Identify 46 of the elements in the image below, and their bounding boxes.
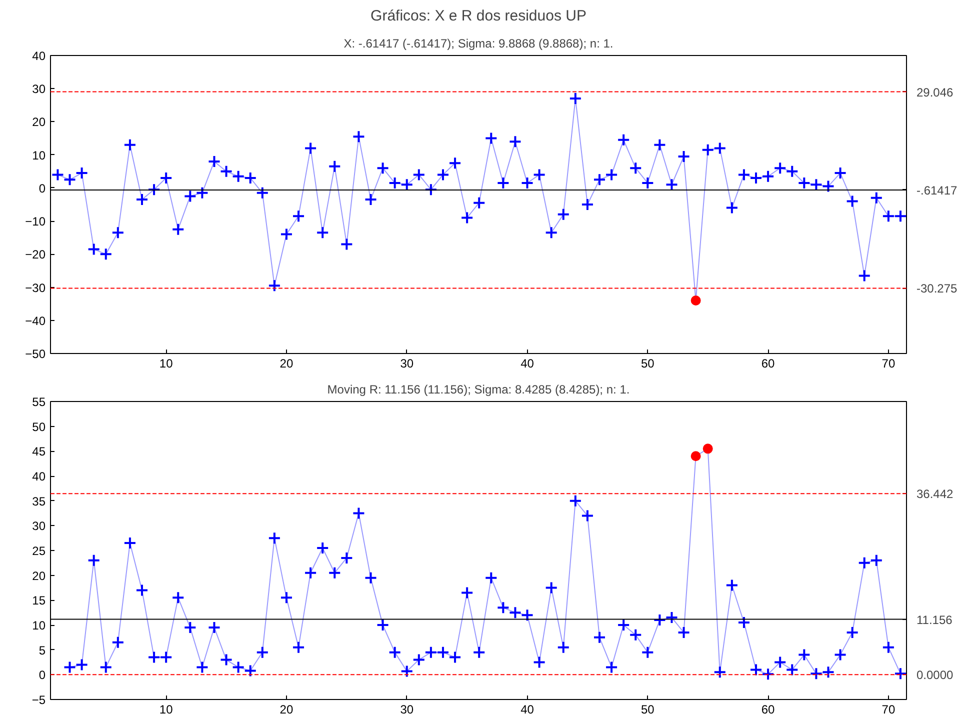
- y-tick-label: 35: [32, 494, 46, 508]
- x-tick-label: 50: [640, 356, 655, 370]
- x-tick-label: 40: [520, 356, 534, 370]
- y-tick-label: 45: [32, 444, 46, 459]
- ref-line-label: 0.0000: [916, 668, 954, 682]
- y-tick-label: 30: [32, 519, 46, 534]
- y-tick-label: 25: [32, 544, 46, 558]
- x-tick-label: 20: [280, 702, 294, 716]
- x-tick-label: 70: [882, 702, 896, 716]
- y-tick-label: −50: [25, 347, 46, 361]
- ref-line-label: 36.442: [916, 487, 954, 502]
- y-tick-label: 5: [38, 643, 46, 658]
- y-tick-label: 10: [32, 618, 46, 632]
- x-tick-label: 10: [159, 356, 174, 370]
- y-tick-label: −30: [25, 280, 46, 295]
- y-tick-label: −5: [32, 693, 46, 707]
- ref-line-label: 11.156: [916, 612, 953, 627]
- ref-line-label: -.61417: [916, 183, 958, 198]
- y-tick-label: 40: [32, 49, 46, 63]
- y-tick-label: 20: [32, 568, 46, 583]
- y-tick-label: 55: [32, 395, 46, 409]
- x-tick-label: 10: [159, 702, 174, 716]
- x-tick-label: 30: [400, 702, 414, 716]
- x-tick-label: 20: [280, 356, 294, 370]
- y-tick-label: 20: [32, 115, 46, 130]
- x-tick-label: 60: [761, 702, 776, 716]
- y-tick-label: −20: [25, 248, 46, 262]
- y-tick-label: 50: [32, 420, 46, 434]
- y-tick-label: −40: [25, 314, 46, 328]
- y-tick-label: −10: [25, 214, 46, 229]
- x-tick-label: 70: [882, 356, 896, 370]
- x-tick-label: 50: [640, 702, 655, 716]
- ref-line-label: -30.275: [916, 282, 958, 296]
- y-tick-label: 0: [38, 181, 46, 196]
- x-tick-label: 30: [400, 356, 414, 370]
- y-tick-label: 10: [32, 148, 46, 162]
- y-tick-label: 40: [32, 470, 46, 484]
- y-tick-label: 30: [32, 82, 46, 96]
- chart-title: Gráficos: X e R dos residuos UP: [370, 8, 586, 24]
- x-tick-label: 60: [761, 356, 776, 370]
- ref-line-label: 29.046: [916, 85, 954, 100]
- chart-subtitle: X: -.61417 (-.61417); Sigma: 9.8868 (9.8868); n: 1.: [344, 36, 614, 50]
- chart-title: Moving R: 11.156 (11.156); Sigma: 8.4285 (8.4285); n: 1.: [327, 382, 630, 396]
- y-tick-label: 15: [32, 594, 46, 608]
- y-tick-label: 0: [38, 668, 46, 682]
- x-tick-label: 40: [520, 702, 534, 716]
